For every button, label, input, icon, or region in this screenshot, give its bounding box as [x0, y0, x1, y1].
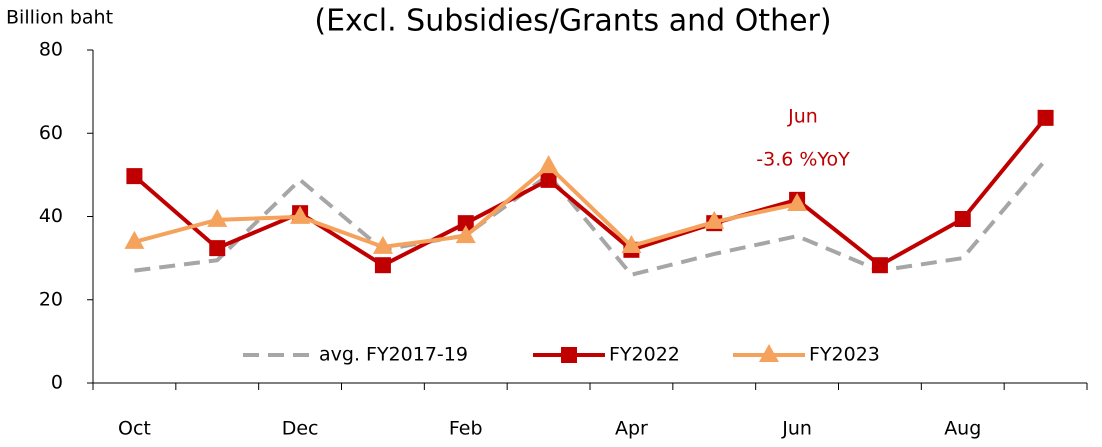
- annotation: -3.6 %YoY: [756, 149, 850, 171]
- marker: [209, 240, 226, 257]
- marker: [126, 168, 143, 185]
- legend-marker: [561, 347, 577, 363]
- annotation: Jun: [787, 106, 818, 128]
- y-tick-label: 40: [39, 205, 63, 227]
- marker: [954, 210, 971, 227]
- x-tick-label: Apr: [615, 418, 648, 440]
- legend-marker: [759, 344, 779, 362]
- marker: [457, 215, 474, 232]
- marker: [540, 171, 557, 188]
- series-line: [134, 158, 1048, 277]
- marker: [621, 235, 642, 254]
- legend-label: avg. FY2017-19: [319, 344, 468, 366]
- y-tick-label: 80: [39, 39, 63, 61]
- marker: [787, 193, 808, 212]
- marker: [1037, 109, 1054, 126]
- y-tick-label: 0: [51, 372, 63, 394]
- marker: [538, 155, 559, 174]
- marker: [704, 210, 725, 229]
- marker: [124, 230, 145, 249]
- series-line: [133, 116, 1048, 268]
- marker: [290, 205, 311, 224]
- x-tick-label: Dec: [282, 418, 319, 440]
- marker: [455, 225, 476, 244]
- marker: [871, 257, 888, 274]
- marker: [372, 235, 393, 254]
- y-tick-label: 60: [39, 122, 63, 144]
- x-tick-label: Jun: [781, 418, 812, 440]
- y-tick-label: 20: [39, 288, 63, 310]
- chart-title: (Excl. Subsidies/Grants and Other): [314, 4, 831, 39]
- x-tick-label: Feb: [449, 418, 483, 440]
- legend-label: FY2023: [809, 344, 880, 366]
- x-tick-label: Oct: [118, 418, 151, 440]
- x-tick-label: Aug: [944, 418, 981, 440]
- legend-label: FY2022: [609, 344, 680, 366]
- marker: [207, 208, 228, 227]
- y-axis-label: Billion baht: [6, 7, 113, 29]
- marker: [374, 257, 391, 274]
